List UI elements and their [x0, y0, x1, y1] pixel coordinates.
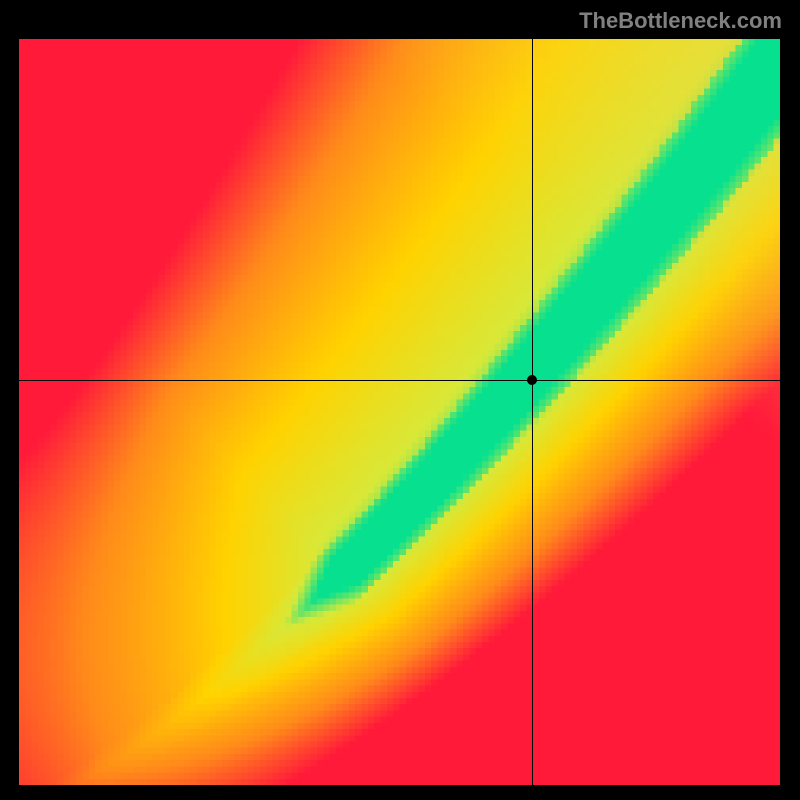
crosshair-marker — [527, 375, 537, 385]
heatmap-canvas — [19, 39, 780, 785]
crosshair-horizontal — [19, 380, 780, 381]
heatmap-frame — [17, 37, 782, 787]
watermark-text: TheBottleneck.com — [579, 8, 782, 34]
crosshair-vertical — [532, 39, 533, 785]
